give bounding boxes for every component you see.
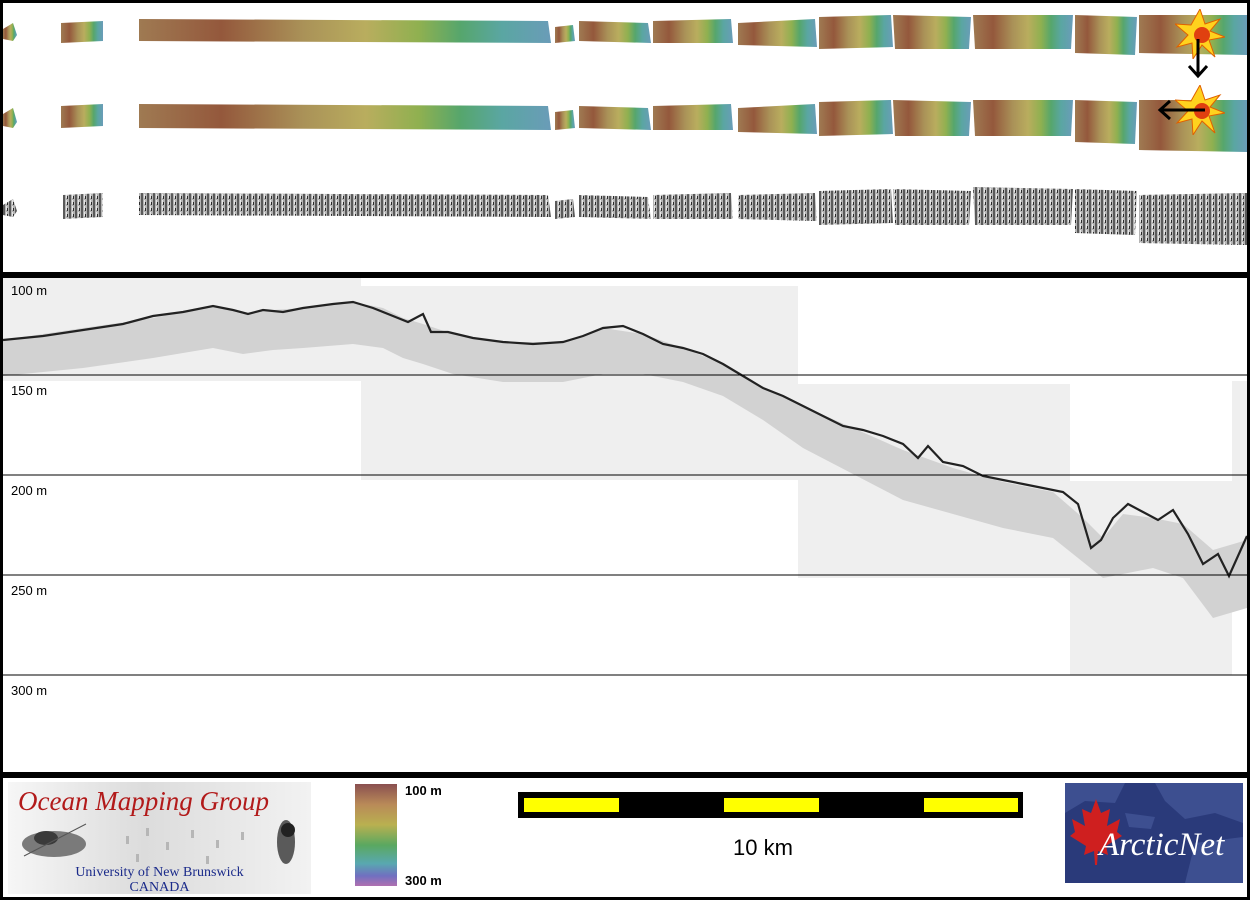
scale-bar: [518, 792, 1023, 818]
depth-label-250: 250 m: [11, 583, 48, 598]
scale-label: 10 km: [733, 835, 793, 860]
seafloor-scan-icon: [22, 820, 295, 864]
depth-label-150: 150 m: [11, 383, 48, 398]
omg-university: University of New Brunswick: [75, 865, 244, 880]
maple-leaf-icon: [1070, 799, 1122, 865]
arrow-down-icon: [1187, 39, 1209, 79]
arcticnet-logo: ArcticNet: [1065, 783, 1243, 883]
depth-label-300: 300 m: [11, 683, 48, 698]
swath-strip-backscatter: [3, 187, 1247, 245]
swath-strip-sunlit-north: [3, 15, 1247, 55]
colorbar-top-label: 100 m: [405, 783, 442, 798]
depth-profile-panel: 100 m 150 m 200 m 250 m 300 m: [3, 278, 1247, 772]
scale-bar-segment: [724, 798, 819, 812]
swath-panel: [3, 3, 1247, 272]
depth-colorbar: [355, 784, 397, 886]
depth-label-200: 200 m: [11, 483, 48, 498]
scale-bar-segment: [924, 798, 1018, 812]
omg-title: Ocean Mapping Group: [18, 786, 269, 816]
depth-profile-image: [3, 278, 1247, 676]
ocean-mapping-group-logo: Ocean Mapping Group University of New Br…: [8, 782, 311, 895]
map-background-icon: [1065, 783, 1243, 883]
swath-strip-sunlit-east: [3, 100, 1247, 152]
arcticnet-wordmark: ArcticNet: [1099, 827, 1225, 863]
depth-label-100: 100 m: [11, 283, 48, 298]
scale-bar-segment: [524, 798, 619, 812]
arrow-left-icon: [1157, 99, 1205, 121]
legend-panel: Ocean Mapping Group University of New Br…: [3, 778, 1247, 897]
omg-country: CANADA: [129, 880, 190, 895]
colorbar-bottom-label: 300 m: [405, 873, 442, 888]
